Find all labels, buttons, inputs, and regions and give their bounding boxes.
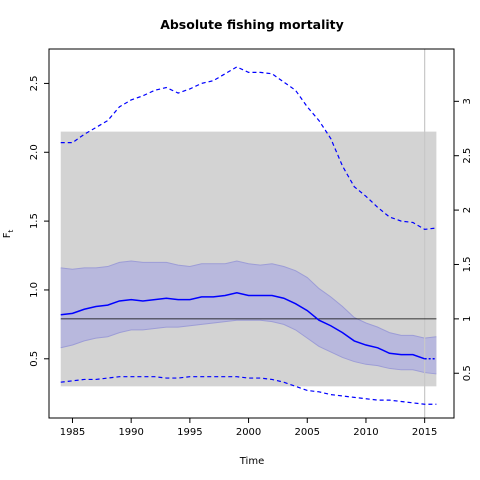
confidence-band — [60, 261, 437, 374]
secondary-y-axis: 0.5 1 1.5 2 2.5 3 — [453, 98, 473, 381]
y2-tick-label: 3 — [462, 98, 473, 104]
x-tick-label: 1985 — [60, 427, 85, 438]
dashed-upper-line — [60, 66, 437, 230]
x-tick-label: 2000 — [236, 427, 261, 438]
y2-tick-label: 2 — [462, 207, 473, 213]
dashed-lower-line — [60, 376, 437, 405]
y-tick-label: 2.0 — [29, 144, 40, 160]
y2-tick-label: 0.5 — [462, 365, 473, 381]
y-axis-label: Ft — [2, 229, 15, 238]
x-tick-label: 2005 — [295, 427, 320, 438]
chart-title: Absolute fishing mortality — [160, 17, 344, 32]
x-tick-label: 1995 — [177, 427, 202, 438]
x-tick-label: 2015 — [412, 427, 437, 438]
y2-tick-label: 2.5 — [462, 148, 473, 164]
y-tick-label: 2.5 — [29, 75, 40, 91]
estimate-line — [60, 291, 425, 360]
y-axis: 0.5 1.0 1.5 2.0 2.5 — [29, 75, 50, 367]
x-axis-label: Time — [239, 456, 264, 467]
x-tick-label: 1990 — [118, 427, 143, 438]
y-tick-label: 1.0 — [29, 282, 40, 298]
x-tick-label: 2010 — [353, 427, 378, 438]
y2-tick-label: 1 — [462, 316, 473, 322]
y-tick-label: 0.5 — [29, 351, 40, 367]
y-tick-label: 1.5 — [29, 213, 40, 229]
x-axis: 1985 1990 1995 2000 2005 2010 2015 — [60, 417, 437, 438]
y2-tick-label: 1.5 — [462, 257, 473, 273]
confidence-band-upper-edge — [60, 260, 437, 339]
confidence-band-lower-edge — [60, 319, 437, 375]
